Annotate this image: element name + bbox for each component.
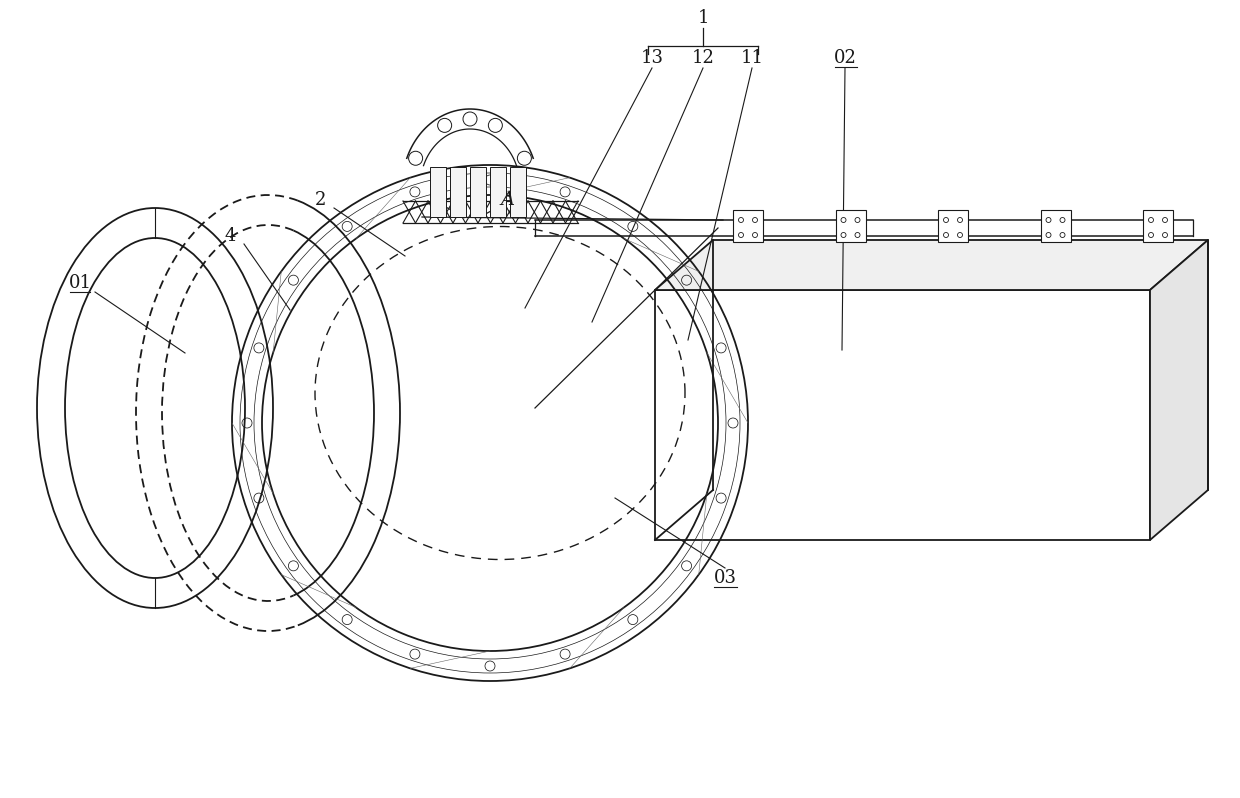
Bar: [1143, 210, 1173, 242]
Bar: [733, 210, 763, 242]
Polygon shape: [655, 240, 1208, 290]
Text: 2: 2: [314, 191, 326, 209]
Bar: [490, 167, 506, 217]
Text: 11: 11: [740, 49, 764, 67]
Text: A: A: [501, 191, 515, 209]
Bar: [836, 210, 866, 242]
Bar: [510, 167, 526, 217]
Text: 01: 01: [68, 274, 92, 292]
Bar: [470, 167, 486, 217]
Text: 4: 4: [224, 227, 236, 245]
Text: 1: 1: [697, 9, 709, 27]
Bar: [430, 167, 446, 217]
Bar: [1040, 210, 1070, 242]
Polygon shape: [655, 290, 1149, 540]
Text: 02: 02: [833, 49, 857, 67]
Text: 13: 13: [641, 49, 663, 67]
Bar: [450, 167, 466, 217]
Text: 12: 12: [692, 49, 714, 67]
Text: 03: 03: [713, 569, 737, 587]
Polygon shape: [1149, 240, 1208, 540]
Bar: [937, 210, 968, 242]
